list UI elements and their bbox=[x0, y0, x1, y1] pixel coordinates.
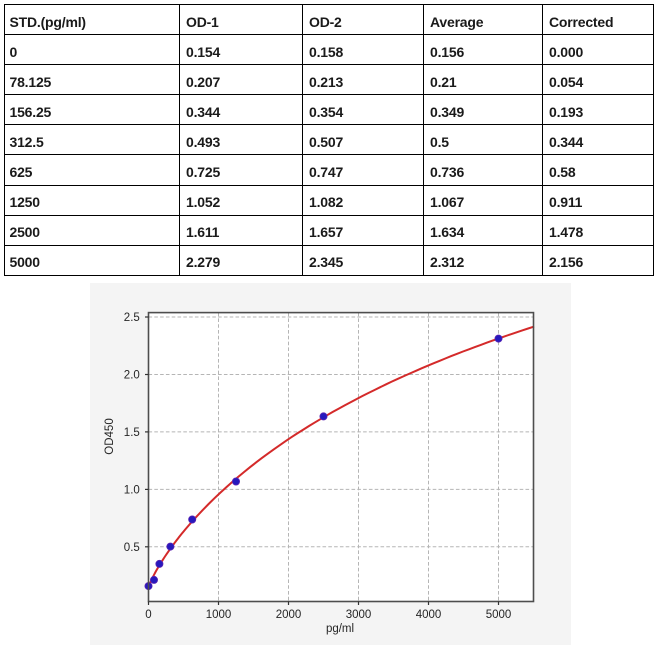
svg-text:2.0: 2.0 bbox=[124, 370, 140, 382]
svg-text:0: 0 bbox=[145, 609, 151, 621]
svg-text:pg/ml: pg/ml bbox=[326, 623, 354, 635]
svg-text:2000: 2000 bbox=[276, 609, 302, 621]
svg-text:0.5: 0.5 bbox=[124, 542, 140, 554]
svg-text:3000: 3000 bbox=[346, 609, 372, 621]
svg-text:1000: 1000 bbox=[206, 609, 232, 621]
svg-text:1.0: 1.0 bbox=[124, 484, 140, 496]
svg-text:1.5: 1.5 bbox=[124, 427, 140, 439]
svg-text:OD450: OD450 bbox=[104, 418, 116, 454]
svg-text:4000: 4000 bbox=[416, 609, 442, 621]
svg-text:2.5: 2.5 bbox=[124, 312, 140, 324]
svg-text:5000: 5000 bbox=[486, 609, 512, 621]
